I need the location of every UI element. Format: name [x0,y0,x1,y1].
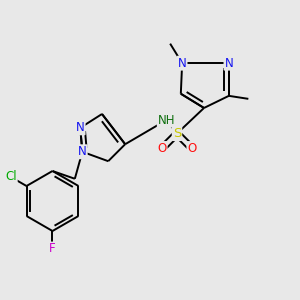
Text: F: F [49,242,56,256]
Text: N: N [224,57,233,70]
Text: N: N [178,57,187,70]
Text: Cl: Cl [5,170,17,184]
Text: NH: NH [158,113,175,127]
Text: O: O [188,142,196,155]
Text: S: S [173,127,181,140]
Text: N: N [78,145,87,158]
Text: O: O [158,142,166,155]
Text: N: N [76,122,85,134]
